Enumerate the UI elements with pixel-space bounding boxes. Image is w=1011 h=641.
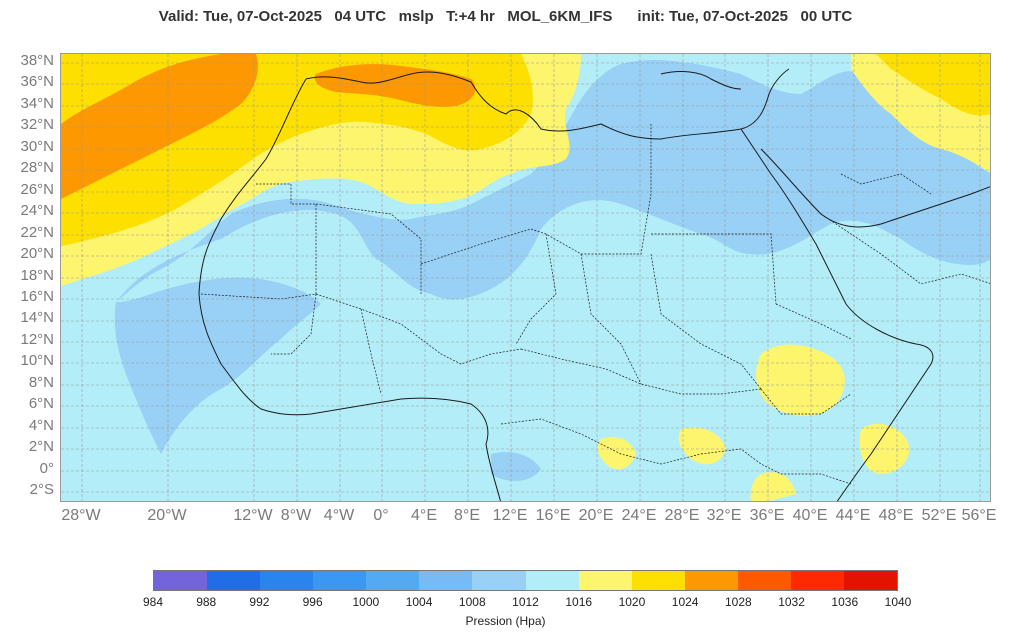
- pressure-map-canvas: [61, 54, 990, 501]
- lon-label: 12°E: [492, 507, 528, 524]
- colorbar-tick-label: 988: [196, 595, 217, 609]
- lon-label: 4°W: [323, 507, 355, 524]
- pressure-zone-1024: [61, 54, 476, 199]
- colorbar-segment: [737, 571, 791, 590]
- lat-label: 28°N: [20, 159, 54, 176]
- lat-label: 8°N: [28, 374, 54, 391]
- map-title: Valid: Tue, 07-Oct-2025 04 UTC mslp T:+4…: [158, 8, 853, 25]
- lat-label: 16°N: [20, 288, 54, 305]
- lat-label: 24°N: [20, 202, 54, 219]
- lat-label: 38°N: [20, 52, 54, 69]
- lat-label: 30°N: [20, 138, 54, 155]
- lat-label: 20°N: [20, 245, 54, 262]
- lon-label: 8°E: [454, 507, 480, 524]
- lon-label: 4°E: [411, 507, 437, 524]
- colorbar-tick-label: 1028: [724, 595, 752, 609]
- lon-label: 20°E: [578, 507, 614, 524]
- lat-label: 2°S: [29, 481, 54, 498]
- lon-label: 20°W: [147, 507, 187, 524]
- lon-label: 12°W: [233, 507, 273, 524]
- lon-label: 24°E: [621, 507, 657, 524]
- colorbar-tick-label: 1032: [778, 595, 805, 609]
- lat-label: 6°N: [28, 395, 54, 412]
- colorbar-segment: [631, 571, 685, 590]
- lat-label: 12°N: [20, 331, 54, 348]
- colorbar-tick-label: 1000: [352, 595, 380, 609]
- colorbar-tick-label: 1020: [618, 595, 646, 609]
- lat-label: 26°N: [20, 181, 54, 198]
- lat-label: 34°N: [20, 95, 54, 112]
- lon-label: 44°E: [835, 507, 871, 524]
- lon-label: 36°E: [749, 507, 785, 524]
- colorbar-segment: [578, 571, 632, 590]
- colorbar-segment: [419, 571, 473, 590]
- lon-label: 16°E: [535, 507, 571, 524]
- colorbar-tick-label: 1004: [405, 595, 433, 609]
- lat-label: 22°N: [20, 224, 54, 241]
- lat-label: 36°N: [20, 73, 54, 90]
- lon-label: 32°E: [706, 507, 742, 524]
- colorbar-tick-label: 996: [302, 595, 323, 609]
- lon-label: 48°E: [878, 507, 914, 524]
- colorbar-segment: [313, 571, 367, 590]
- lon-label: 28°W: [61, 507, 101, 524]
- lon-label: 0°: [373, 507, 389, 524]
- lat-label: 4°N: [28, 417, 54, 434]
- pressure-colorbar: [153, 570, 898, 591]
- colorbar-segment: [260, 571, 314, 590]
- lat-label: 18°N: [20, 267, 54, 284]
- lat-label: 14°N: [20, 309, 54, 326]
- colorbar-tick-label: 1008: [458, 595, 486, 609]
- colorbar-segment: [472, 571, 526, 590]
- colorbar-tick-label: 1040: [884, 595, 912, 609]
- colorbar-tick-label: 1036: [831, 595, 859, 609]
- colorbar-tick-label: 1016: [565, 595, 593, 609]
- colorbar-tick-label: 992: [249, 595, 270, 609]
- lon-label: 52°E: [921, 507, 957, 524]
- country-borders: [200, 124, 990, 485]
- colorbar-segment: [684, 571, 738, 590]
- lon-label: 40°E: [792, 507, 828, 524]
- colorbar-segment: [525, 571, 579, 590]
- colorbar-tick-label: 1012: [512, 595, 539, 609]
- colorbar-segment: [207, 571, 261, 590]
- lat-label: 32°N: [20, 116, 54, 133]
- colorbar-tick-label: 1024: [671, 595, 699, 609]
- colorbar-segment: [154, 571, 208, 590]
- graticule: [61, 54, 990, 501]
- lon-label: 8°W: [280, 507, 312, 524]
- colorbar-segment: [366, 571, 420, 590]
- colorbar-tick-label: 984: [142, 595, 164, 609]
- lat-label: 2°N: [28, 438, 54, 455]
- colorbar-segment: [790, 571, 845, 590]
- lat-label: 10°N: [20, 352, 54, 369]
- lon-label: 28°E: [664, 507, 700, 524]
- coastline: [198, 68, 990, 501]
- pressure-map: [60, 53, 991, 502]
- colorbar-segment: [844, 571, 898, 590]
- colorbar-title: Pression (Hpa): [465, 614, 546, 628]
- lat-label: 0°: [39, 460, 54, 477]
- lon-label: 56°E: [961, 507, 997, 524]
